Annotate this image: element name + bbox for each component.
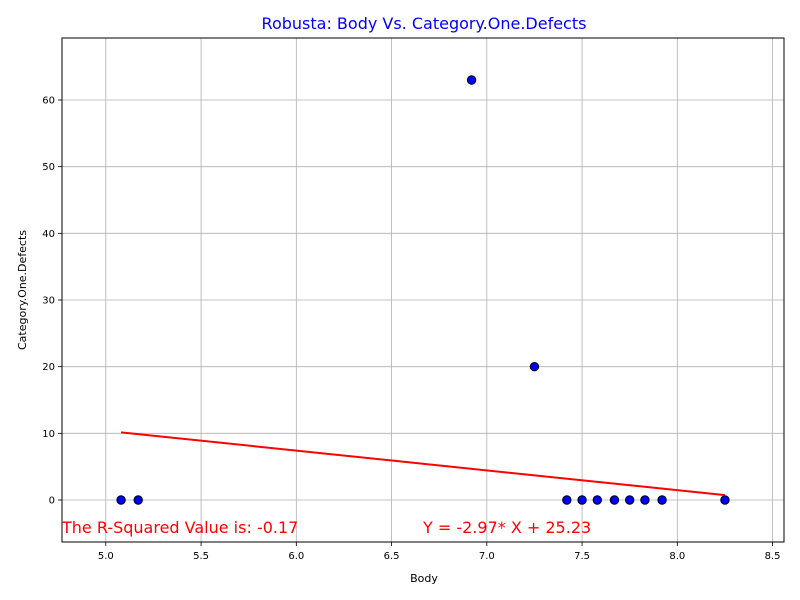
y-tick-label: 10 — [42, 429, 55, 440]
data-point — [577, 495, 587, 505]
regression-line — [120, 431, 726, 497]
data-point — [640, 495, 650, 505]
data-point — [133, 495, 143, 505]
x-axis-ticks: 5.0 5.5 6.0 6.5 7.0 7.5 8.0 8.5 — [98, 542, 781, 562]
x-tick-label: 6.0 — [288, 551, 304, 562]
data-point — [466, 75, 477, 85]
chart-title: Robusta: Body Vs. Category.One.Defects — [262, 14, 587, 33]
data-point — [592, 495, 603, 505]
y-tick-label: 20 — [42, 362, 55, 373]
regression-line-group — [120, 431, 726, 497]
x-tick-label: 7.0 — [479, 551, 495, 562]
y-tick-label: 60 — [42, 96, 55, 107]
regression-equation-annotation: Y = -2.97* X + 25.23 — [422, 518, 591, 537]
data-point — [562, 495, 572, 505]
x-tick-label: 6.5 — [384, 551, 400, 562]
data-point — [720, 495, 730, 505]
y-tick-label: 30 — [42, 296, 55, 307]
r-squared-annotation: The R-Squared Value is: -0.17 — [61, 518, 298, 537]
y-axis-label: Category.One.Defects — [16, 230, 29, 350]
data-point — [624, 495, 635, 505]
y-tick-label: 0 — [49, 496, 55, 507]
y-axis-ticks: 0 10 20 30 40 50 60 — [42, 96, 62, 507]
x-axis-label: Body — [410, 572, 438, 585]
data-point — [116, 495, 126, 505]
y-tick-label: 50 — [42, 162, 55, 173]
data-points — [116, 75, 730, 505]
x-tick-label: 8.0 — [669, 551, 685, 562]
y-tick-label: 40 — [42, 229, 55, 240]
grid-lines — [62, 38, 784, 542]
x-tick-label: 8.5 — [765, 551, 781, 562]
x-tick-label: 7.5 — [574, 551, 590, 562]
data-point — [609, 495, 620, 505]
data-point — [657, 495, 667, 505]
plot-frame — [61, 37, 785, 543]
x-tick-label: 5.0 — [98, 551, 114, 562]
data-point — [529, 361, 540, 372]
x-tick-label: 5.5 — [193, 551, 209, 562]
